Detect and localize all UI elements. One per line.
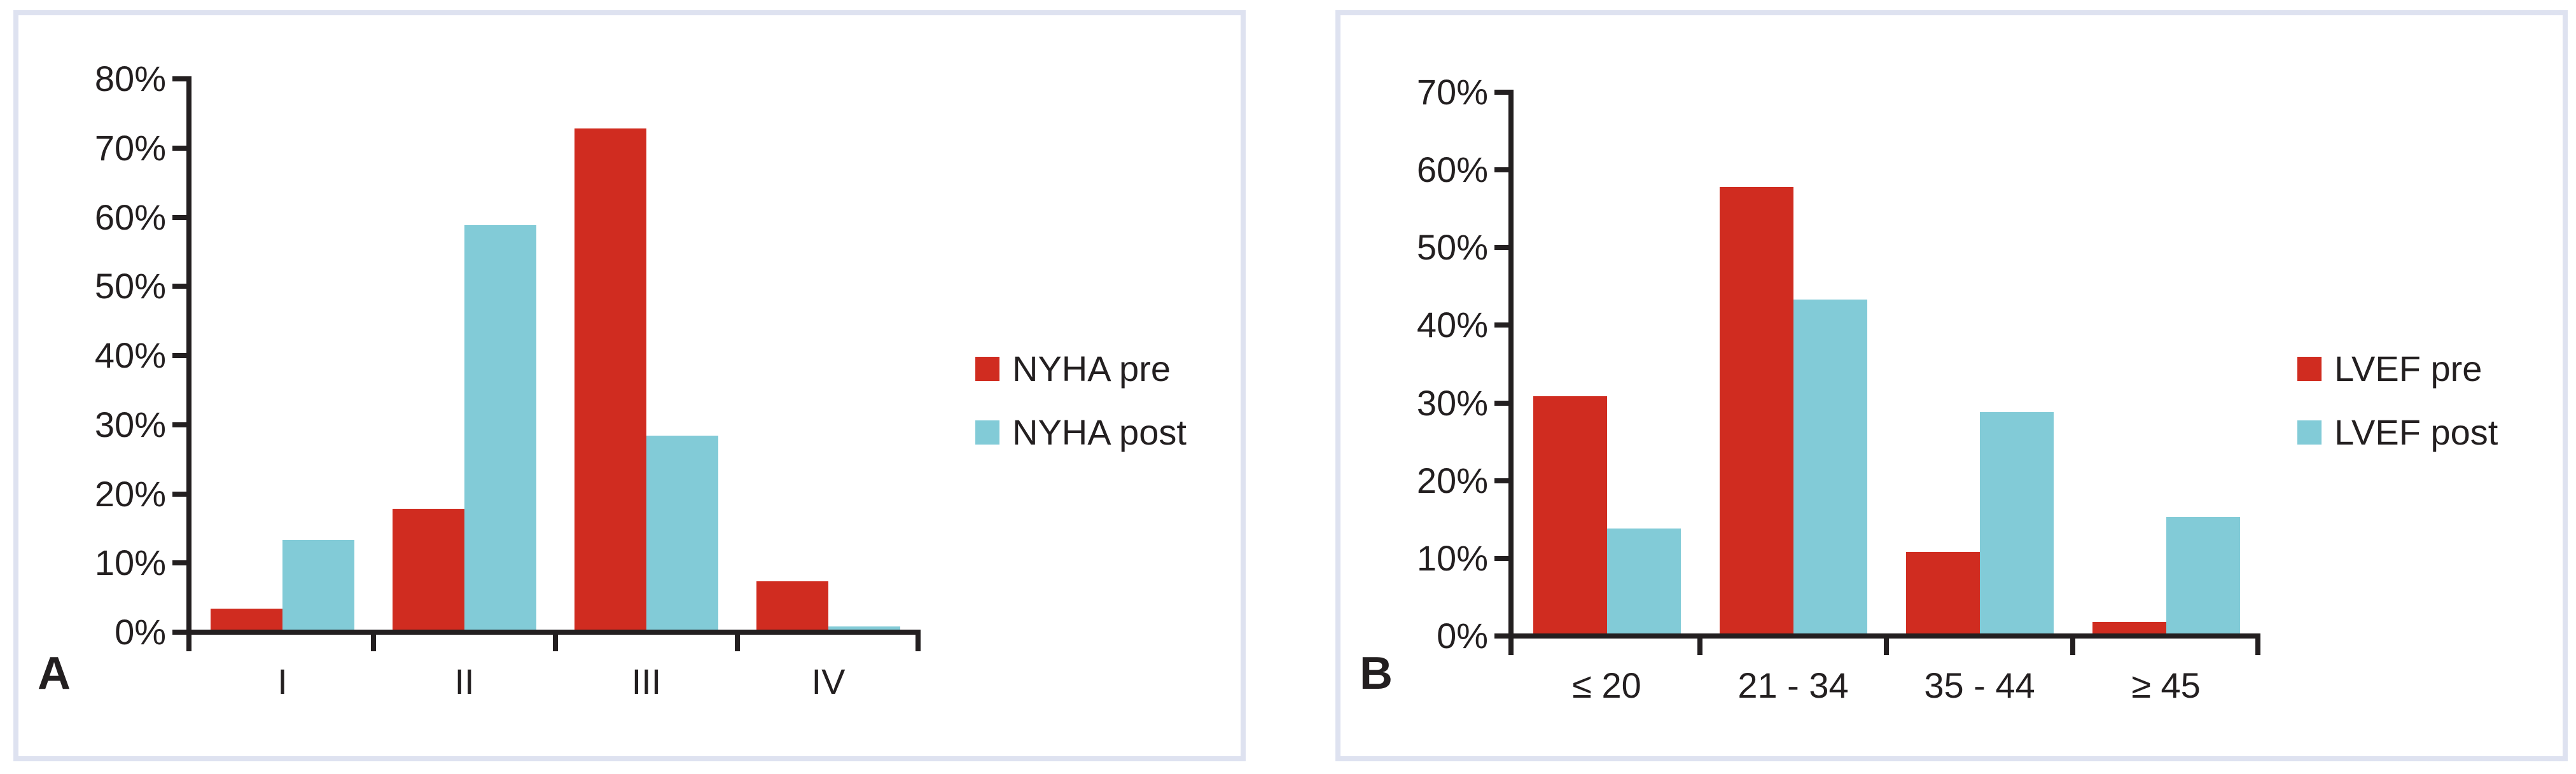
y-axis-tick: [1494, 90, 1508, 95]
legend-swatch-pre-icon: [2297, 357, 2322, 381]
legend-label-lvef-post: LVEF post: [2334, 412, 2498, 452]
x-axis-line: [172, 630, 921, 635]
y-axis-label: 50%: [94, 266, 166, 307]
y-axis-label: 40%: [1416, 305, 1488, 345]
x-axis-tick: [2255, 639, 2260, 655]
legend-label-lvef-pre: LVEF pre: [2334, 349, 2482, 389]
x-axis-tick: [553, 635, 558, 651]
x-axis-tick: [1884, 639, 1889, 655]
legend-swatch-post-icon: [2297, 420, 2322, 445]
y-axis-label: 10%: [94, 542, 166, 583]
y-axis-tick: [172, 145, 186, 151]
bar-lvef-post-cat3: [1979, 412, 2054, 633]
bar-group-2: [373, 76, 555, 630]
y-axis-tick: [1494, 167, 1508, 173]
y-axis-tick: [172, 214, 186, 220]
bar-lvef-pre-cat4: [2092, 622, 2166, 633]
x-axis-label: IV: [811, 661, 846, 701]
x-axis-label: I: [277, 661, 288, 701]
legend-swatch-pre-icon: [975, 357, 999, 381]
panel-a: 0% 10% 20% 30% 40% 50% 60% 70% 80% I II III IV NYHA …: [13, 10, 1246, 761]
y-axis-label: 40%: [94, 335, 166, 375]
bar-group-4: [737, 76, 919, 630]
y-axis-tick: [172, 284, 186, 289]
x-axis-tick: [1697, 639, 1702, 655]
bar-lvef-pre-cat2: [1719, 187, 1793, 633]
panel-b: 0% 10% 20% 30% 40% 50% 60% 70% ≤ 20 21 - 34 35 - 4…: [1335, 10, 2568, 761]
bar-group-3: [555, 76, 737, 630]
bar-nyha-pre-cat1: [211, 609, 282, 630]
y-axis-label: 80%: [94, 59, 166, 99]
panel-letter-b: B: [1360, 648, 1393, 699]
bar-group-2: [1700, 90, 1886, 633]
plot-area-b: 0% 10% 20% 30% 40% 50% 60% 70% ≤ 20 21 - 34 35 - 4…: [1340, 15, 2563, 756]
y-axis-label: 0%: [1437, 616, 1488, 656]
x-axis-label: ≥ 45: [2131, 665, 2201, 705]
y-axis-tick: [172, 560, 186, 566]
x-axis-line: [1494, 633, 2260, 639]
panel-letter-a: A: [38, 648, 71, 699]
y-axis-tick: [1494, 322, 1508, 328]
legend-a: NYHA pre NYHA post: [975, 351, 1187, 478]
y-axis-label: 50%: [1416, 227, 1488, 268]
legend-swatch-post-icon: [975, 420, 999, 445]
bar-lvef-post-cat2: [1793, 300, 1867, 633]
y-axis-tick: [172, 76, 186, 81]
y-axis-tick: [172, 353, 186, 358]
legend-item-lvef-post: LVEF post: [2297, 415, 2498, 450]
y-axis-line: [186, 76, 191, 651]
x-axis-label: 21 - 34: [1737, 665, 1849, 705]
y-axis-label: 20%: [94, 473, 166, 514]
bar-lvef-pre-cat3: [1905, 552, 1980, 633]
legend-item-nyha-pre: NYHA pre: [975, 351, 1187, 387]
bar-lvef-pre-cat1: [1533, 396, 1607, 633]
legend-b: LVEF pre LVEF post: [2297, 351, 2498, 478]
y-axis-label: 30%: [94, 404, 166, 445]
bar-nyha-post-cat4: [828, 626, 900, 630]
y-axis-label: 0%: [115, 612, 166, 652]
legend-label-nyha-pre: NYHA pre: [1012, 349, 1171, 389]
x-axis-tick: [916, 635, 921, 651]
x-axis-label: ≤ 20: [1572, 665, 1641, 705]
y-axis-label: 70%: [1416, 72, 1488, 112]
x-axis-label: III: [631, 661, 662, 701]
y-axis-tick: [1494, 478, 1508, 483]
x-axis-label: II: [454, 661, 475, 701]
bar-group-1: [1514, 90, 1700, 633]
y-axis-tick: [1494, 555, 1508, 561]
bar-nyha-pre-cat2: [393, 509, 464, 630]
legend-item-lvef-pre: LVEF pre: [2297, 351, 2498, 387]
bar-nyha-pre-cat3: [574, 128, 646, 630]
plot-area-a: 0% 10% 20% 30% 40% 50% 60% 70% 80% I II III IV: [18, 15, 1241, 756]
y-axis-tick: [1494, 245, 1508, 251]
legend-label-nyha-post: NYHA post: [1012, 412, 1187, 452]
y-axis-label: 10%: [1416, 537, 1488, 578]
bar-nyha-pre-cat4: [756, 581, 828, 630]
bar-group-3: [1886, 90, 2073, 633]
y-axis-tick: [172, 422, 186, 427]
x-axis-tick: [371, 635, 376, 651]
y-axis-tick: [1494, 400, 1508, 406]
y-axis-label: 30%: [1416, 382, 1488, 423]
bar-group-1: [191, 76, 373, 630]
y-axis-label: 70%: [94, 127, 166, 168]
y-axis-line: [1508, 90, 1514, 655]
bar-nyha-post-cat3: [646, 436, 718, 630]
bar-group-4: [2073, 90, 2259, 633]
bar-lvef-post-cat4: [2166, 517, 2240, 633]
y-axis-tick: [172, 491, 186, 497]
legend-item-nyha-post: NYHA post: [975, 415, 1187, 450]
y-axis-label: 20%: [1416, 460, 1488, 501]
bar-lvef-post-cat1: [1606, 529, 1681, 633]
x-axis-label: 35 - 44: [1924, 665, 2035, 705]
bar-nyha-post-cat1: [282, 540, 354, 630]
y-axis-label: 60%: [1416, 149, 1488, 190]
x-axis-tick: [735, 635, 740, 651]
x-axis-tick: [2070, 639, 2075, 655]
y-axis-label: 60%: [94, 197, 166, 237]
bar-nyha-post-cat2: [464, 225, 536, 630]
